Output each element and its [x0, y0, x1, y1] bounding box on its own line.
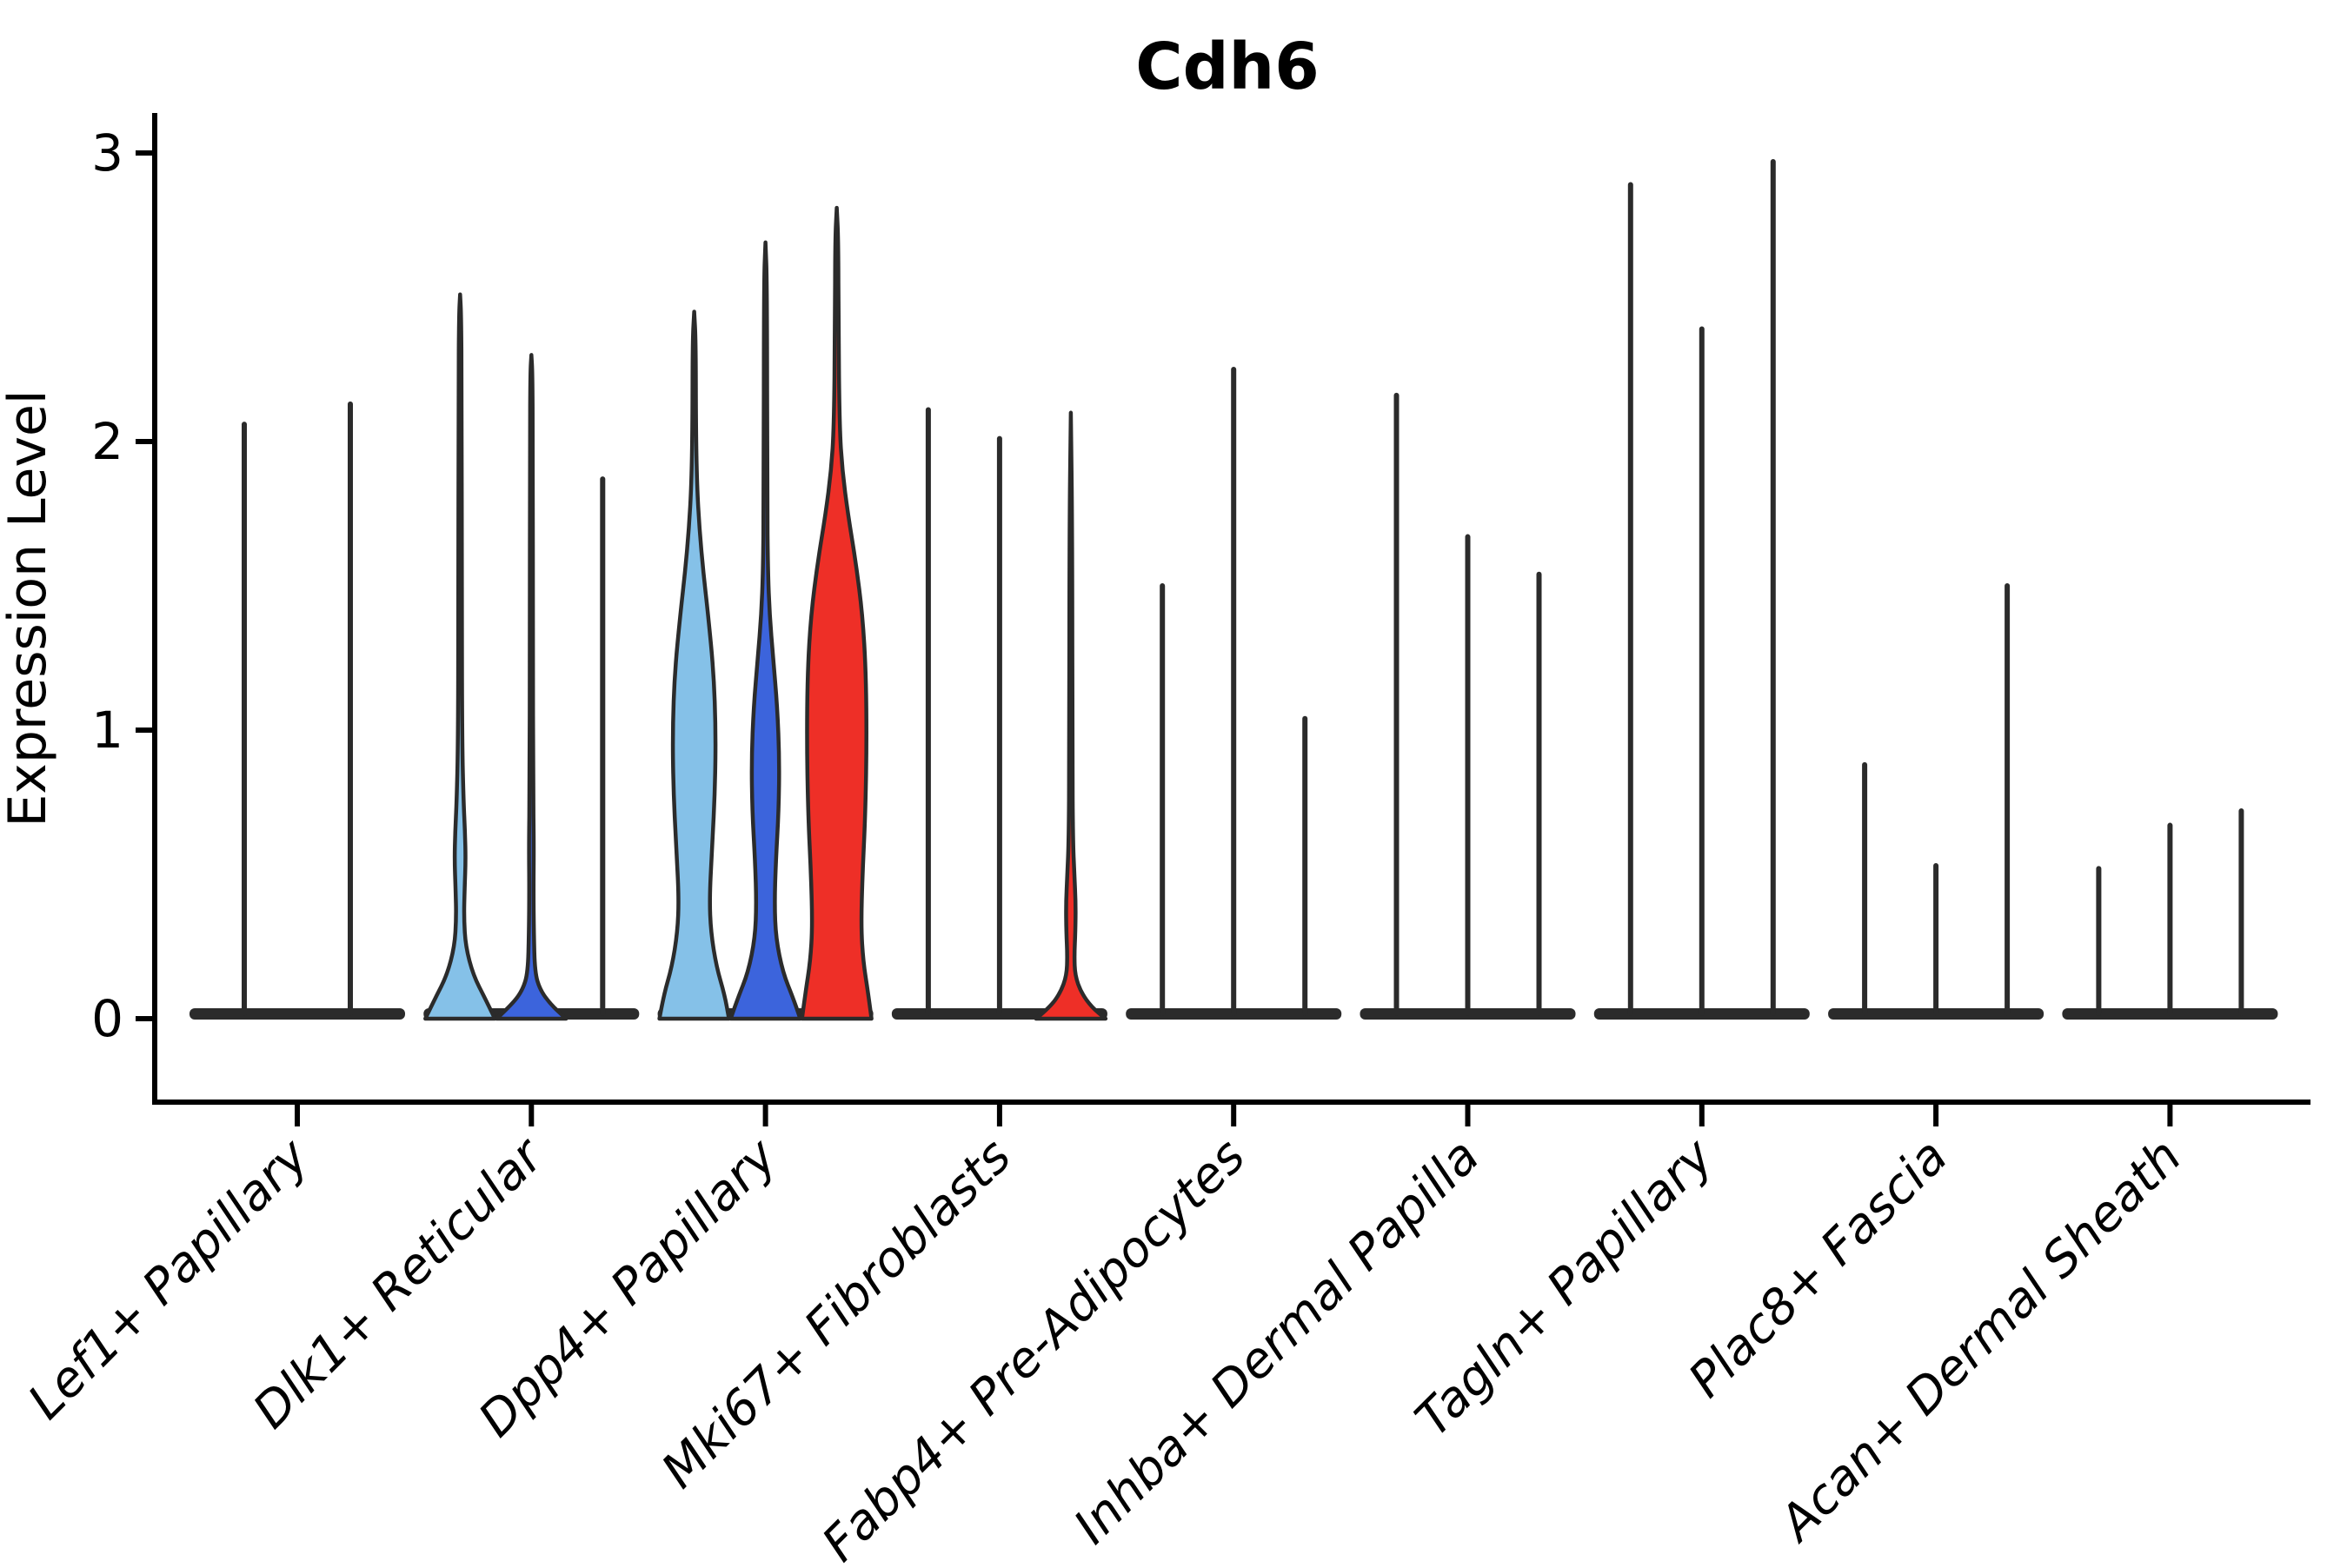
violin-body: [657, 309, 731, 1021]
y-tick-label: 3: [91, 123, 123, 183]
violin-body: [728, 240, 802, 1021]
violin-body: [800, 205, 874, 1021]
violin-body: [423, 292, 497, 1021]
y-tick-label: 0: [91, 989, 123, 1048]
x-tick-label: Inhba+ Dermal Papilla: [1063, 1128, 1490, 1555]
chart-title: Cdh6: [1135, 30, 1319, 104]
y-tick-label: 2: [91, 412, 123, 471]
violin-body: [495, 353, 568, 1021]
y-axis-label: Expression Level: [0, 389, 58, 827]
violin-base-line: [189, 1008, 405, 1020]
violin-body: [1034, 410, 1108, 1021]
y-tick-label: 1: [91, 701, 123, 760]
x-tick-label: Fabp4+ Pre-Adipocytes: [812, 1128, 1256, 1565]
x-tick-label: Acan+ Dermal Sheath: [1767, 1128, 2192, 1553]
